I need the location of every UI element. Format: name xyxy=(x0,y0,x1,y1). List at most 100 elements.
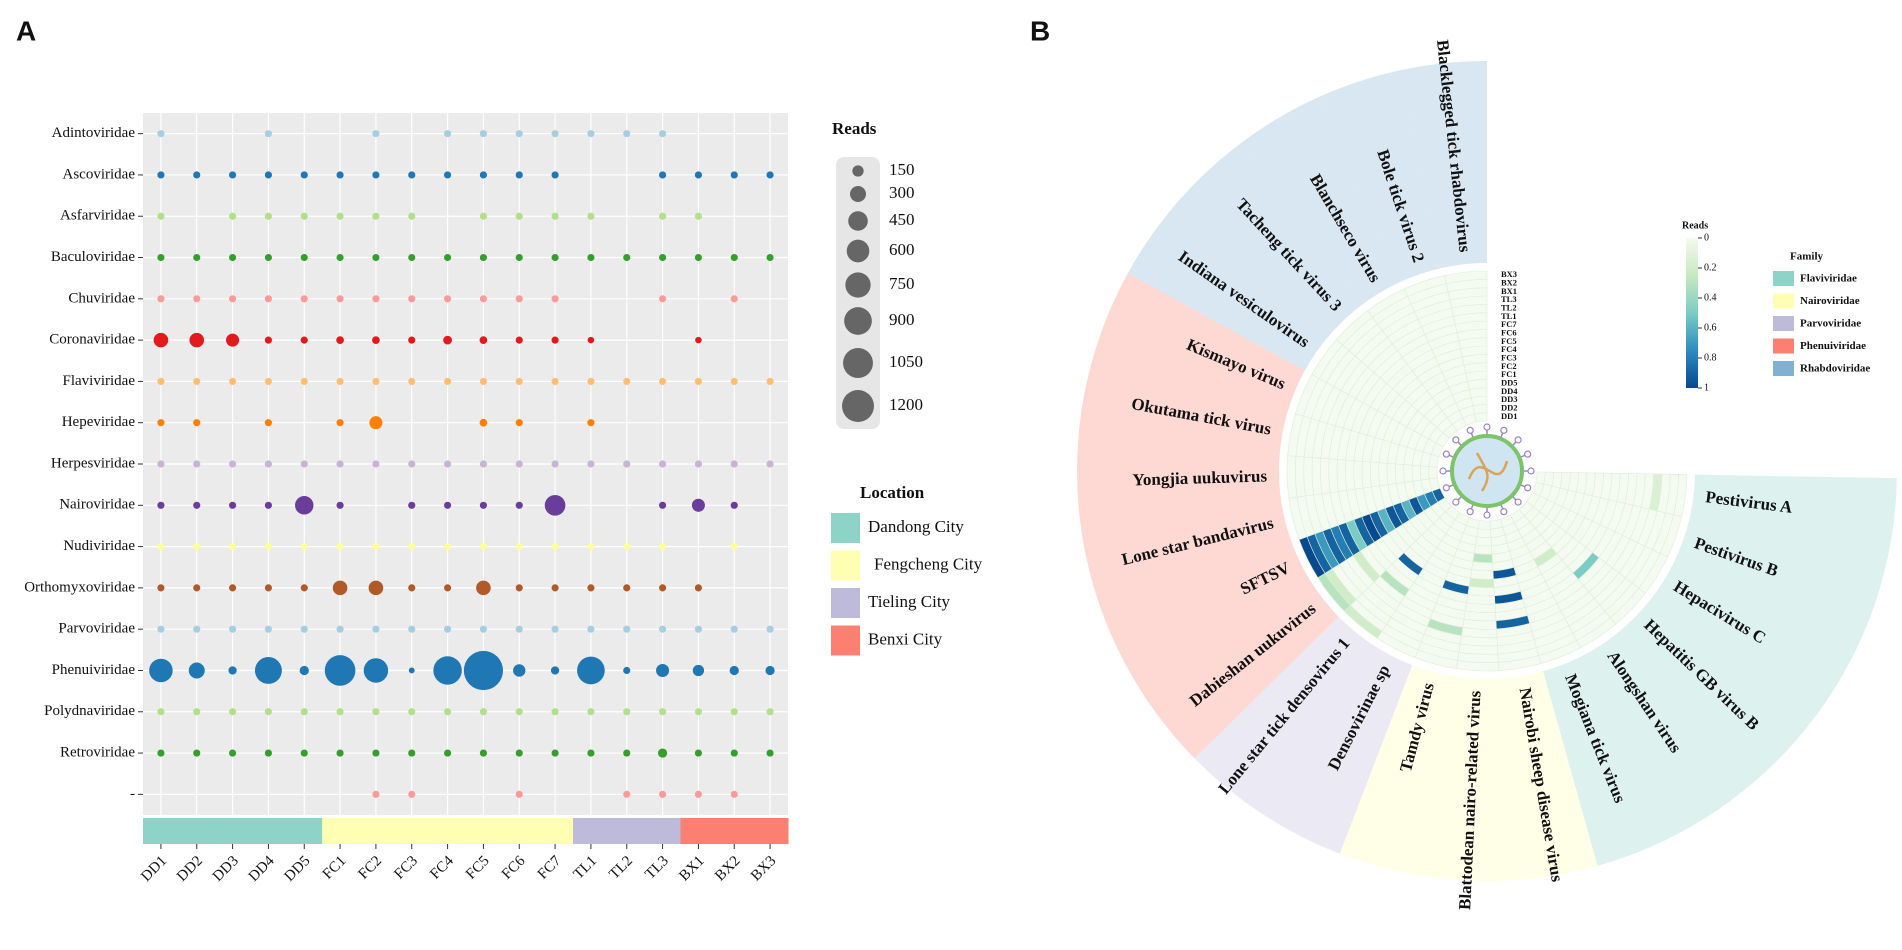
x-tick-label: BX2 xyxy=(712,853,743,884)
bubble xyxy=(229,295,237,303)
bubble xyxy=(551,584,559,592)
bubble xyxy=(336,501,344,509)
bubble xyxy=(157,460,165,468)
bubble xyxy=(692,664,705,677)
family-band xyxy=(1543,654,1679,866)
legend-swatch xyxy=(1773,338,1794,354)
heat-cell xyxy=(1472,553,1493,563)
legend-bubble xyxy=(843,348,873,378)
bubble xyxy=(193,253,201,262)
legend-label: Dandong City xyxy=(868,517,964,536)
x-tick-label: FC2 xyxy=(356,853,386,883)
bubble xyxy=(157,708,165,716)
bubble xyxy=(657,748,668,758)
legend-swatch xyxy=(831,588,860,618)
heat-cell xyxy=(1444,270,1488,285)
bubble xyxy=(515,377,523,385)
bubble xyxy=(476,580,491,596)
heat-cell xyxy=(1411,464,1422,482)
legend-label: 450 xyxy=(889,210,915,229)
y-tick-label: - xyxy=(130,786,135,802)
ring-label: DD5 xyxy=(1501,377,1518,387)
bubble xyxy=(730,460,738,468)
family-band xyxy=(1127,201,1331,371)
bubble xyxy=(479,460,487,468)
ring-label: TL3 xyxy=(1501,294,1517,304)
legend-label: 750 xyxy=(889,274,915,293)
colorbar-label: 0.6 xyxy=(1704,322,1717,333)
location-bar xyxy=(573,818,610,844)
bubble xyxy=(694,377,702,385)
bubble xyxy=(659,543,667,551)
bubble xyxy=(157,501,165,509)
bubble xyxy=(264,584,272,592)
bubble xyxy=(691,498,705,512)
x-tick-label: DD5 xyxy=(282,853,314,885)
bubble xyxy=(336,708,344,716)
icon-knob xyxy=(1500,426,1508,434)
heat-cell xyxy=(1472,404,1488,415)
bubble xyxy=(766,625,774,633)
legend-label: 600 xyxy=(889,240,915,259)
bubble xyxy=(264,171,272,179)
heat-cell xyxy=(1474,412,1488,423)
icon-knob xyxy=(1452,436,1460,444)
colorbar xyxy=(1686,238,1698,388)
bubble xyxy=(149,658,173,683)
bubble xyxy=(193,377,201,385)
bubble xyxy=(659,171,667,179)
legend-label: 300 xyxy=(889,183,915,202)
bubble xyxy=(157,543,165,551)
bubble xyxy=(193,460,201,468)
bubble xyxy=(587,625,595,633)
heat-cell xyxy=(1386,462,1397,485)
heat-cell xyxy=(1477,520,1491,530)
x-tick-label: DD2 xyxy=(174,853,206,885)
heat-cell xyxy=(1420,465,1430,481)
colorbar-label: 0.4 xyxy=(1704,292,1717,303)
bubble xyxy=(515,584,523,592)
heat-cell xyxy=(1395,463,1405,484)
bubble xyxy=(515,253,523,262)
ring-label: FC3 xyxy=(1501,352,1517,362)
bubble xyxy=(300,749,308,757)
heat-cell xyxy=(1353,460,1364,490)
bubble xyxy=(157,377,165,385)
bubble xyxy=(372,460,380,468)
bubble xyxy=(659,584,667,592)
bubble xyxy=(229,584,237,592)
bubble xyxy=(408,253,416,262)
bubble xyxy=(229,253,237,262)
x-tick-label: TL2 xyxy=(606,853,636,883)
legend-label: 1200 xyxy=(889,395,923,414)
icon-knob xyxy=(1514,436,1522,444)
bubble xyxy=(193,171,201,179)
panel-label: B xyxy=(1030,15,1050,46)
bubble xyxy=(587,584,595,592)
bubble xyxy=(264,708,272,716)
bubble xyxy=(300,377,308,385)
y-tick-label: Hepeviridae xyxy=(62,414,136,430)
bubble xyxy=(623,584,631,592)
y-tick-label: Asfarviridae xyxy=(60,208,135,224)
family-band xyxy=(1674,518,1887,648)
bubble xyxy=(332,580,348,596)
heat-cell xyxy=(1336,459,1347,492)
virus-label: Yongjia uukuvirus xyxy=(1132,466,1268,489)
y-tick-label: Baculoviridae xyxy=(51,249,135,265)
bubble xyxy=(515,543,523,551)
bubble xyxy=(444,295,452,303)
ring-label: BX3 xyxy=(1501,269,1517,279)
x-tick-label: TL1 xyxy=(571,853,601,883)
ring-label: FC6 xyxy=(1501,327,1517,337)
bubble xyxy=(550,666,560,675)
bubble xyxy=(336,171,344,179)
location-bar xyxy=(537,818,574,844)
bubble xyxy=(300,708,308,716)
bubble xyxy=(623,543,631,551)
bubble xyxy=(551,253,559,262)
heat-cell xyxy=(1328,458,1339,493)
bubble xyxy=(229,625,237,633)
bubble xyxy=(587,377,595,385)
bubble xyxy=(369,416,383,430)
